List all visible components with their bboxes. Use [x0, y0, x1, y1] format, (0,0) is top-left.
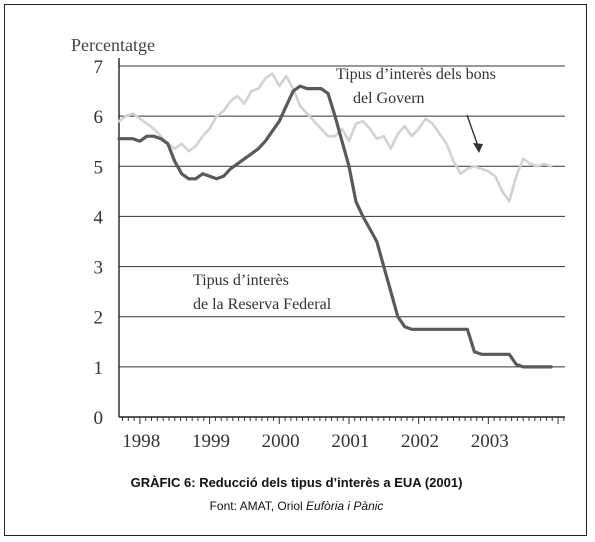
- x-tick-label: 2000: [262, 431, 300, 452]
- annotation-bonds-line2: del Govern: [353, 90, 425, 107]
- y-tick-label: 6: [94, 107, 104, 128]
- axes: 0 1 2 3 4 5 6 7 1998 1999 2000 2001 2002 2003: [94, 57, 565, 452]
- y-tick-label: 4: [94, 207, 104, 228]
- gridlines: [119, 65, 565, 368]
- source-book-title: Eufòria i Pànic: [306, 499, 384, 513]
- y-tick-label: 3: [94, 258, 104, 279]
- annotation-arrow: [466, 114, 483, 153]
- y-tick-label: 7: [94, 57, 104, 78]
- series-line-government-bonds: [117, 72, 553, 203]
- annotation-fed-line1: Tipus d’interès: [193, 272, 289, 289]
- y-tick-label: 1: [94, 358, 104, 379]
- figure-frame: 0 1 2 3 4 5 6 7 1998 1999 2000 2001 2002 2003 Percent…: [4, 4, 587, 536]
- y-axis-label: Percentatge: [71, 35, 155, 55]
- figure-caption-title: GRÀFIC 6: Reducció dels tipus d’interès …: [130, 475, 463, 490]
- x-tick-label: 2002: [401, 431, 439, 452]
- source-prefix: Font: AMAT, Oriol: [209, 499, 307, 513]
- x-tick-label: 1998: [122, 431, 160, 452]
- interest-rate-chart: 0 1 2 3 4 5 6 7 1998 1999 2000 2001 2002 2003 Percent…: [71, 35, 565, 452]
- x-tick-label: 2001: [331, 431, 369, 452]
- y-tick-label: 2: [94, 308, 104, 329]
- y-tick-label: 5: [94, 157, 104, 178]
- series-line-federal-reserve: [117, 84, 553, 369]
- figure-caption-source: Font: AMAT, Oriol Eufòria i Pànic: [5, 499, 588, 513]
- y-tick-label: 0: [94, 408, 104, 429]
- annotation-fed-line2: de la Reserva Federal: [193, 296, 332, 313]
- series-lines: [117, 72, 553, 369]
- x-tick-label: 1999: [192, 431, 230, 452]
- x-tick-label: 2003: [471, 431, 509, 452]
- chart-area: 0 1 2 3 4 5 6 7 1998 1999 2000 2001 2002 2003 Percent…: [25, 19, 585, 467]
- annotation-bonds-line1: Tipus d’interès dels bons: [336, 66, 496, 83]
